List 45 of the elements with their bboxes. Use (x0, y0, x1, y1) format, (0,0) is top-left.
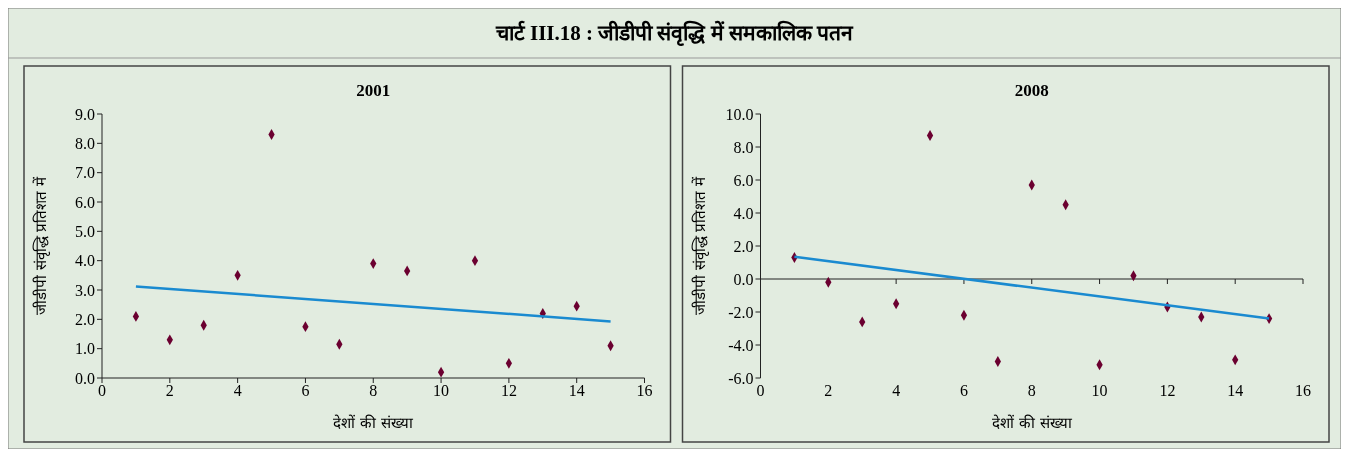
x-tick-label: 8 (369, 382, 378, 399)
y-tick-label: -4.0 (728, 336, 754, 354)
y-tick-label: 5.0 (75, 222, 95, 240)
y-tick-label: 2.0 (733, 237, 754, 255)
y-tick-label: 4.0 (733, 204, 754, 222)
y-axis-title: जीडीपी संवृद्धि प्रतिशत में (32, 175, 51, 316)
y-tick-label: 0.0 (733, 270, 754, 288)
y-tick-label: 4.0 (75, 252, 95, 270)
y-tick-label: 8.0 (733, 138, 754, 156)
x-tick-label: 16 (1295, 382, 1311, 399)
point (926, 130, 934, 141)
x-tick-label: 6 (959, 382, 968, 399)
y-tick-label: 6.0 (733, 171, 754, 189)
x-tick-label: 8 (1027, 382, 1036, 399)
x-tick-label: 0 (756, 382, 765, 399)
x-tick-label: 16 (636, 382, 653, 399)
x-tick-label: 0 (98, 382, 106, 399)
x-tick-label: 10 (433, 382, 450, 399)
y-tick-label: 2.0 (75, 310, 95, 328)
x-tick-label: 2 (165, 382, 174, 399)
x-axis-title: देशों की संख्या (333, 414, 415, 432)
y-tick-label: 0.0 (75, 369, 95, 387)
x-tick-label: 14 (1227, 382, 1244, 399)
x-tick-label: 12 (500, 382, 517, 399)
x-tick-label: 6 (301, 382, 310, 399)
x-tick-label: 10 (1091, 382, 1108, 399)
y-tick-label: 10.0 (725, 105, 754, 123)
y-tick-label: 8.0 (75, 134, 95, 152)
x-tick-label: 4 (233, 382, 242, 399)
y-tick-label: 3.0 (75, 281, 95, 299)
x-tick-label: 2 (824, 382, 833, 399)
y-tick-label: -2.0 (728, 303, 754, 321)
x-axis-title: देशों की संख्या (991, 414, 1073, 432)
x-tick-label: 12 (1159, 382, 1176, 399)
y-axis-title: जीडीपी संवृद्धि प्रतिशत में (690, 175, 710, 316)
y-tick-label: 7.0 (75, 164, 95, 182)
chart-subtitle: 2001 (356, 81, 391, 100)
chart-title: 2008 (1014, 81, 1049, 100)
chart-title: चार्ट III.18 : जीडीपी संवृद्धि में समकालिक पतन (494, 20, 855, 47)
x-tick-label: 14 (568, 382, 585, 399)
y-tick-label: 9.0 (75, 105, 95, 123)
y-tick-label: 6.0 (75, 193, 95, 211)
y-tick-label: 1.0 (75, 340, 95, 358)
x-tick-label: 4 (892, 382, 901, 399)
y-tick-label: -6.0 (728, 369, 754, 387)
